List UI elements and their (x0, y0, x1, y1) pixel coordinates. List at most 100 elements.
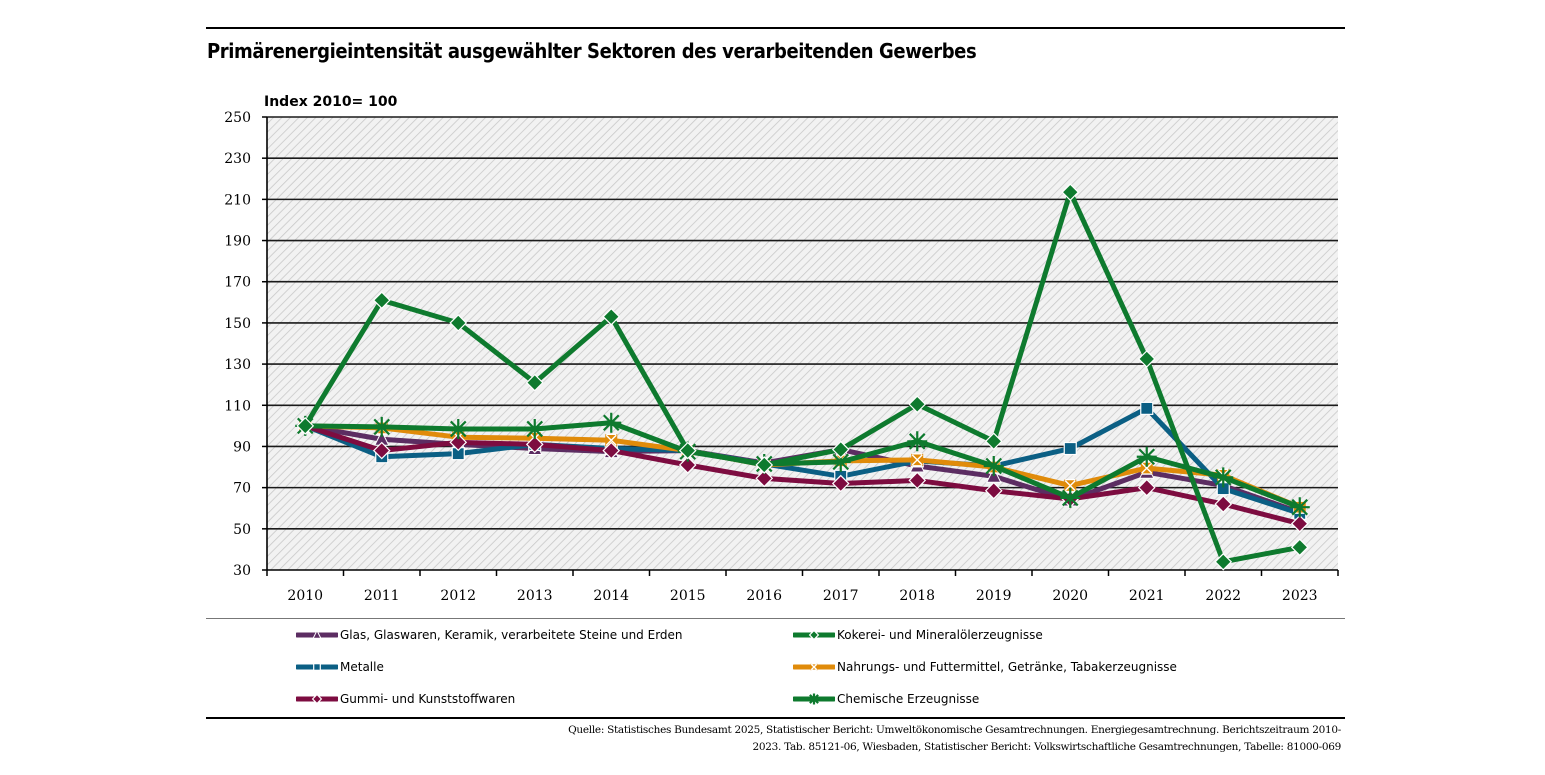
source-line-1: Quelle: Statistisches Bundesamt 2025, St… (568, 724, 1341, 736)
marker-diamond (449, 314, 468, 332)
marker-x-cross (1064, 478, 1076, 493)
marker-star (524, 418, 545, 439)
x-tick-label: 2013 (517, 588, 553, 604)
marker-diamond (908, 471, 927, 490)
y-tick-label: 210 (224, 192, 251, 208)
x-tick-label: 2011 (364, 588, 400, 604)
legend-swatch (296, 693, 338, 705)
marker-x (605, 433, 618, 447)
legend-swatch (793, 629, 835, 641)
marker-star (983, 456, 1004, 477)
marker-diamond (525, 435, 544, 454)
marker-x-cross (810, 663, 818, 671)
series-line (305, 420, 1301, 510)
y-tick-label: 90 (233, 439, 251, 455)
bottom-rule (206, 717, 1345, 719)
series-group (295, 183, 1310, 571)
y-tick-label: 190 (224, 234, 251, 250)
marker-diamond (372, 291, 391, 310)
legend-item: Glas, Glaswaren, Keramik, verarbeitete S… (296, 626, 683, 644)
legend-label: Gummi- und Kunststoffwaren (340, 692, 516, 706)
marker-star (448, 418, 469, 439)
y-tick-label: 50 (233, 522, 251, 538)
x-tick-label: 2019 (976, 588, 1012, 604)
marker-diamond (984, 481, 1003, 500)
marker-star (830, 451, 851, 472)
marker-diamond (449, 433, 468, 452)
marker-diamond (1290, 514, 1309, 533)
marker-diamond (1137, 478, 1156, 497)
x-tick-label: 2018 (899, 588, 935, 604)
legend-item: Nahrungs- und Futtermittel, Getränke, Ta… (793, 658, 1177, 676)
marker-x-cross (605, 433, 617, 447)
marker-x (1140, 461, 1153, 475)
legend-label: Kokerei- und Mineralölerzeugnisse (837, 628, 1043, 642)
marker-x-cross (1141, 461, 1153, 475)
marker-square (1063, 441, 1077, 456)
y-axis-label: Index 2010= 100 (264, 94, 398, 110)
marker-diamond (1214, 495, 1233, 513)
marker-diamond (755, 456, 774, 474)
x-tick-label: 2015 (670, 588, 706, 604)
marker-diamond (678, 441, 697, 460)
series-line (304, 423, 1301, 527)
marker-diamond (678, 456, 697, 474)
gridlines (266, 116, 1338, 571)
legend-item: Chemische Erzeugnisse (793, 690, 979, 708)
x-tick-label: 2022 (1205, 588, 1241, 604)
marker-star (1136, 446, 1157, 467)
y-tick-label: 150 (224, 316, 251, 332)
marker-diamond (1290, 538, 1309, 557)
marker-star (601, 412, 622, 433)
x-tick-label: 2016 (746, 588, 782, 604)
x-tick-label: 2017 (823, 588, 859, 604)
legend-swatch (793, 663, 835, 671)
marker-diamond (755, 469, 774, 488)
marker-diamond (1214, 552, 1233, 571)
legend-label: Nahrungs- und Futtermittel, Getränke, Ta… (837, 660, 1177, 674)
marker-diamond (1137, 350, 1156, 368)
marker-diamond (602, 307, 621, 326)
marker-diamond (311, 693, 323, 705)
marker-diamond (831, 474, 850, 493)
source-note: Quelle: Statistisches Bundesamt 2025, St… (568, 722, 1341, 756)
x-tick-label: 2021 (1129, 588, 1165, 604)
marker-diamond (908, 395, 927, 414)
x-axis-ticks: 2010 2011 2012 2013 2014 2015 2016 2017 2018 2019… (266, 570, 1339, 604)
y-axis-ticks: 250 230 210 190 170 150 130 110 90 70 50 30 (224, 110, 267, 579)
marker-diamond (602, 441, 621, 460)
marker-x-cross (911, 453, 923, 467)
legend-item: Gummi- und Kunststoffwaren (296, 690, 515, 708)
y-tick-label: 230 (224, 151, 251, 167)
x-tick-label: 2012 (440, 588, 476, 604)
x-tick-label: 2014 (593, 588, 629, 604)
legend-label: Chemische Erzeugnisse (837, 692, 980, 706)
legend-swatch (296, 629, 338, 639)
legend-swatch (296, 663, 338, 671)
x-tick-label: 2010 (287, 588, 323, 604)
marker-diamond (808, 629, 820, 641)
plot-area (267, 117, 1338, 570)
marker-triangle (312, 629, 322, 639)
marker-diamond (296, 417, 315, 435)
y-tick-label: 170 (224, 275, 251, 291)
y-tick-label: 70 (233, 481, 251, 497)
marker-diamond (525, 373, 544, 392)
legend-top-rule (206, 618, 1345, 619)
marker-diamond (372, 441, 391, 460)
y-tick-label: 30 (233, 563, 251, 579)
marker-star (1289, 497, 1310, 518)
marker-x (810, 663, 818, 671)
series-line (304, 405, 1301, 516)
marker-star (1213, 467, 1234, 488)
x-tick-label: 2020 (1052, 588, 1088, 604)
legend-label: Glas, Glaswaren, Keramik, verarbeitete S… (340, 628, 683, 642)
marker-diamond (984, 432, 1003, 451)
series-diamond-0e7a2e (296, 183, 1309, 571)
marker-square (1140, 401, 1154, 415)
marker-star (1060, 487, 1081, 508)
top-rule (206, 27, 1345, 29)
legend-item: Metalle (296, 658, 384, 676)
marker-star (907, 431, 928, 452)
